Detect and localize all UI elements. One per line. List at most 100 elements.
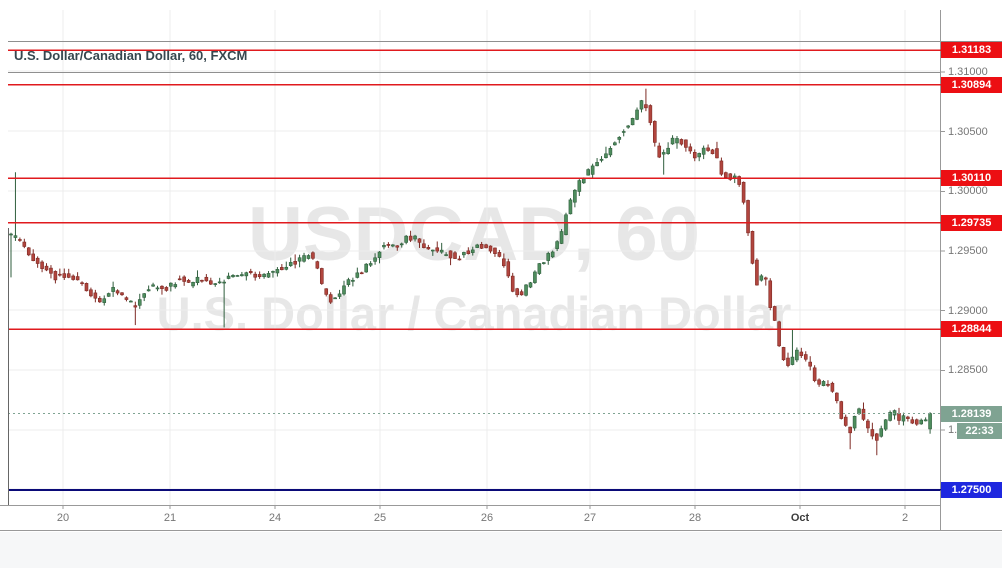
candle-body	[13, 235, 18, 238]
candle-body	[204, 276, 209, 282]
support-level-badge[interactable]: 1.27500	[941, 481, 1002, 498]
candle-body	[404, 235, 408, 243]
candle-body	[533, 271, 537, 283]
price-level-badge[interactable]: 1.28844	[941, 321, 1002, 338]
candle-body	[724, 172, 728, 178]
bar-countdown-badge: 22:33	[957, 422, 1002, 439]
candle-body	[213, 283, 218, 285]
candle-body	[284, 266, 289, 270]
candle-body	[515, 288, 519, 296]
candle-body	[710, 149, 715, 155]
candle-body	[648, 105, 653, 123]
candle-body	[475, 244, 480, 248]
candle-body	[537, 263, 542, 274]
candle-body	[271, 271, 275, 273]
price-level-badge[interactable]: 1.31183	[941, 42, 1002, 59]
candle-body	[679, 139, 684, 145]
time-axis-label: 21	[163, 512, 177, 524]
candle-body	[426, 247, 431, 250]
candle-body	[510, 275, 515, 292]
candle-body	[186, 280, 191, 283]
candle-body	[359, 272, 364, 275]
candle-body	[488, 245, 493, 252]
candle-body	[395, 245, 400, 248]
candle-body	[497, 252, 502, 257]
axis-price-label: 1.30000	[948, 185, 988, 198]
candle-body	[732, 175, 737, 178]
candle-body	[142, 293, 146, 298]
candle-body	[266, 273, 271, 278]
candle-body	[524, 284, 528, 296]
candle-body	[293, 261, 297, 265]
candle-body	[111, 287, 115, 292]
candle-body	[84, 283, 89, 292]
candle-body	[666, 147, 670, 154]
candle-body	[44, 265, 49, 271]
candle-body	[772, 306, 777, 321]
price-level-badge[interactable]: 1.30894	[941, 76, 1002, 93]
candle-body	[408, 235, 413, 241]
candle-body	[244, 272, 249, 277]
bottom-margin	[0, 532, 1002, 568]
candle-body	[391, 244, 395, 247]
candle-body	[786, 357, 790, 366]
candle-body	[248, 271, 253, 273]
candle-body	[590, 165, 595, 175]
candle-body	[342, 285, 346, 295]
candle-body	[40, 261, 44, 269]
candle-body	[222, 281, 226, 284]
candle-body	[373, 257, 377, 262]
candle-body	[422, 243, 426, 248]
candle-body	[799, 351, 804, 356]
candle-body	[209, 280, 213, 285]
candle-body	[413, 235, 417, 240]
candle-body	[506, 261, 511, 277]
candle-body	[439, 249, 444, 253]
candle-body	[226, 275, 231, 279]
candle-body	[586, 169, 591, 176]
candle-body	[217, 281, 222, 284]
candle-body	[386, 244, 391, 246]
candle-body	[58, 273, 62, 276]
candle-body	[262, 273, 266, 278]
candle-body	[453, 252, 457, 259]
candle-body	[750, 231, 755, 264]
candle-body	[200, 279, 204, 282]
candle-body	[901, 415, 906, 422]
time-axis-label: 24	[268, 512, 282, 524]
candle-body	[652, 121, 657, 143]
candle-body	[759, 275, 764, 281]
candle-body	[706, 147, 710, 151]
candle-body	[746, 200, 750, 234]
candle-body	[670, 137, 675, 145]
candle-body	[835, 392, 839, 402]
candle-body	[493, 247, 497, 254]
candle-body	[870, 429, 875, 437]
candle-body	[635, 109, 639, 120]
candle-body	[231, 274, 235, 278]
candle-body	[888, 412, 892, 421]
price-level-badge[interactable]: 1.30110	[941, 170, 1002, 187]
candle-body	[741, 181, 746, 203]
candle-body	[661, 152, 666, 155]
candle-body	[399, 243, 404, 246]
candle-body	[519, 291, 524, 296]
candle-body	[923, 419, 928, 422]
candle-body	[910, 419, 915, 424]
candle-body	[621, 131, 626, 133]
candle-body	[457, 258, 462, 261]
candle-body	[928, 413, 932, 430]
candle-body	[133, 305, 138, 308]
price-level-badge[interactable]: 1.29735	[941, 214, 1002, 231]
candle-body	[897, 413, 901, 421]
candle-body	[790, 356, 795, 365]
candle-body	[675, 138, 679, 144]
candle-body	[151, 284, 155, 287]
axis-price-label: 1.31000	[948, 65, 988, 78]
candle-body	[31, 253, 36, 261]
time-axis-label: 25	[373, 512, 387, 524]
candle-body	[66, 273, 71, 278]
candle-body	[817, 379, 821, 385]
candle-body	[448, 250, 453, 259]
